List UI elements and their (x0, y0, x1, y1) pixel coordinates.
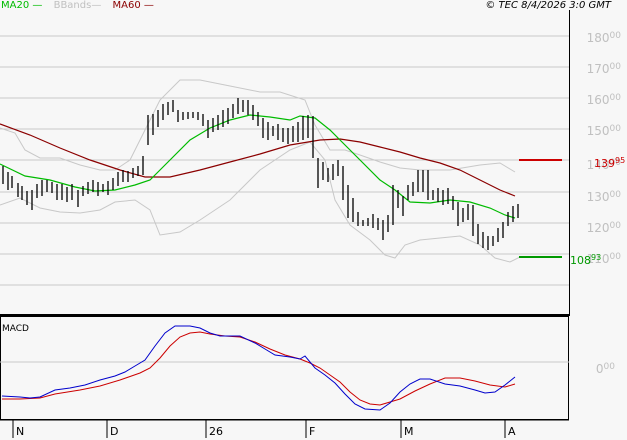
x-axis-ticks (0, 419, 569, 438)
y-label-170: 17000 (586, 62, 621, 76)
legend-ma20-label: MA20 (1, 0, 30, 11)
legend-ma20: MA20 — (1, 0, 43, 11)
copyright-text: © TEC 8/4/2026 3:0 GMT (485, 0, 611, 11)
ma20-line (0, 114, 516, 219)
x-label-f: F (309, 425, 316, 438)
y-label-140: 14000 (586, 158, 621, 172)
macd-signal-line (2, 331, 516, 406)
y-label-130: 13000 (586, 190, 621, 204)
ohlc-bars (2, 98, 519, 250)
y-label-180: 18000 (586, 31, 621, 45)
x-label-m: M (404, 425, 414, 438)
y-label-120: 12000 (586, 221, 621, 235)
chart-legend: MA20 — BBands— MA60 — (1, 0, 162, 12)
price-gridlines (0, 35, 569, 286)
y-label-110: 11000 (586, 252, 621, 266)
legend-ma60: MA60 — (112, 0, 154, 11)
support-value-label: 10893 (570, 253, 602, 267)
x-label-a: A (508, 425, 516, 438)
legend-ma60-label: MA60 (112, 0, 141, 11)
macd-zero-label: 000 (595, 362, 615, 376)
x-label-n: N (16, 425, 25, 438)
macd-panel (0, 316, 569, 420)
ma60-line (0, 123, 516, 197)
bbands-upper-line (0, 79, 516, 173)
bbands-lower-line (0, 141, 521, 263)
x-label-26: 26 (209, 425, 223, 438)
x-label-d: D (110, 425, 119, 438)
legend-bbands: BBands— (53, 0, 102, 11)
macd-title: MACD (2, 324, 29, 334)
y-label-160: 16000 (586, 93, 621, 107)
y-label-150: 15000 (586, 124, 621, 138)
resistance-value-label: 13995 (594, 156, 626, 170)
legend-bbands-label: BBands (53, 0, 92, 11)
macd-line (1, 325, 516, 411)
